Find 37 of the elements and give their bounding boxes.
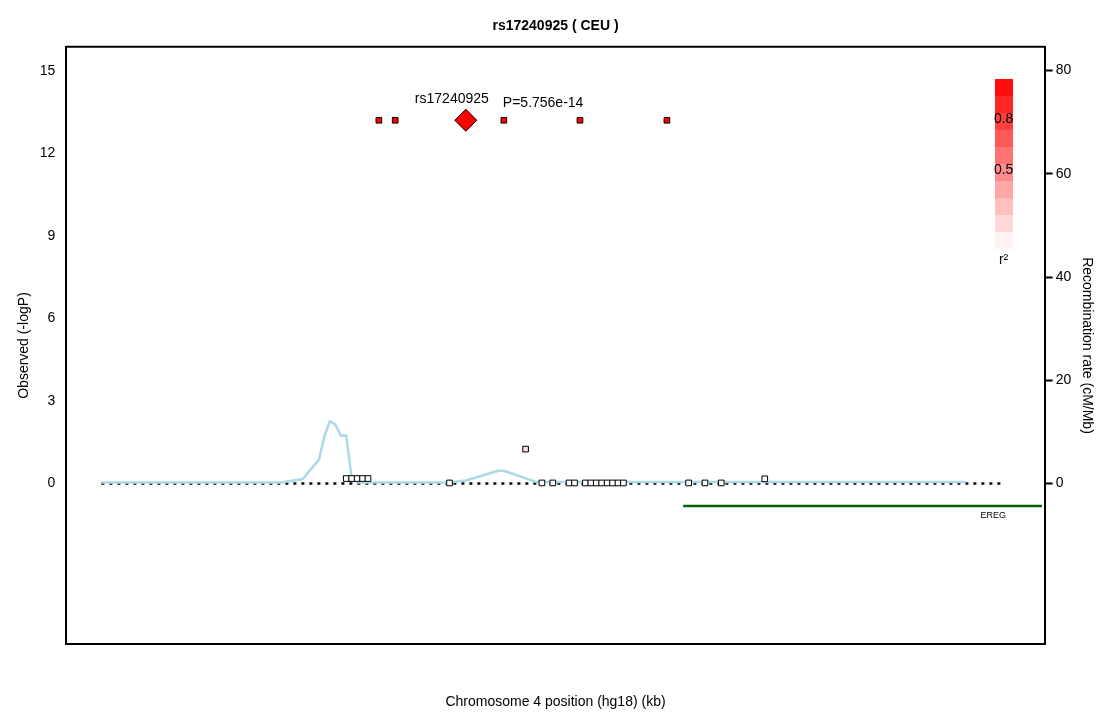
point	[701, 479, 709, 487]
annotation: 0.5	[993, 160, 1014, 177]
point	[587, 479, 595, 487]
annotation: P=5.756e-14	[502, 94, 584, 111]
point	[364, 475, 372, 482]
point	[761, 475, 769, 483]
point	[348, 475, 356, 482]
point	[571, 479, 578, 487]
y2-tick-label: 40	[1055, 267, 1072, 284]
y2-tick-label: 60	[1055, 164, 1072, 181]
y-tick-label: 0	[47, 474, 56, 491]
series-label: rs17240925	[414, 90, 490, 107]
point	[549, 479, 557, 487]
chart-title: rs17240925 ( CEU )	[492, 17, 619, 34]
y-tick-label: 3	[47, 391, 56, 408]
y2-tick-label: 20	[1055, 371, 1072, 388]
point	[446, 479, 453, 487]
y-tick-label: 9	[47, 226, 56, 243]
y-tick-label: 6	[47, 309, 56, 326]
point	[717, 479, 725, 487]
point	[454, 108, 478, 132]
point	[538, 479, 546, 487]
point	[685, 479, 692, 487]
y-tick-label: 15	[39, 61, 56, 78]
y2-tick-label: 0	[1055, 474, 1064, 491]
annotation: r²	[998, 251, 1009, 267]
x-axis-title: Chromosome 4 position (hg18) (kb)	[445, 693, 666, 710]
point	[359, 475, 366, 482]
point	[609, 479, 616, 487]
point	[522, 445, 529, 453]
series-label: EREG	[980, 510, 1006, 521]
point	[598, 479, 606, 487]
y-axis-title: Observed (-logP)	[15, 292, 32, 399]
y2-tick-label: 80	[1055, 61, 1072, 78]
y-tick-label: 12	[39, 144, 56, 161]
point	[620, 479, 627, 487]
y2-axis-title: Recombination rate (cM/Mb)	[1079, 257, 1096, 434]
